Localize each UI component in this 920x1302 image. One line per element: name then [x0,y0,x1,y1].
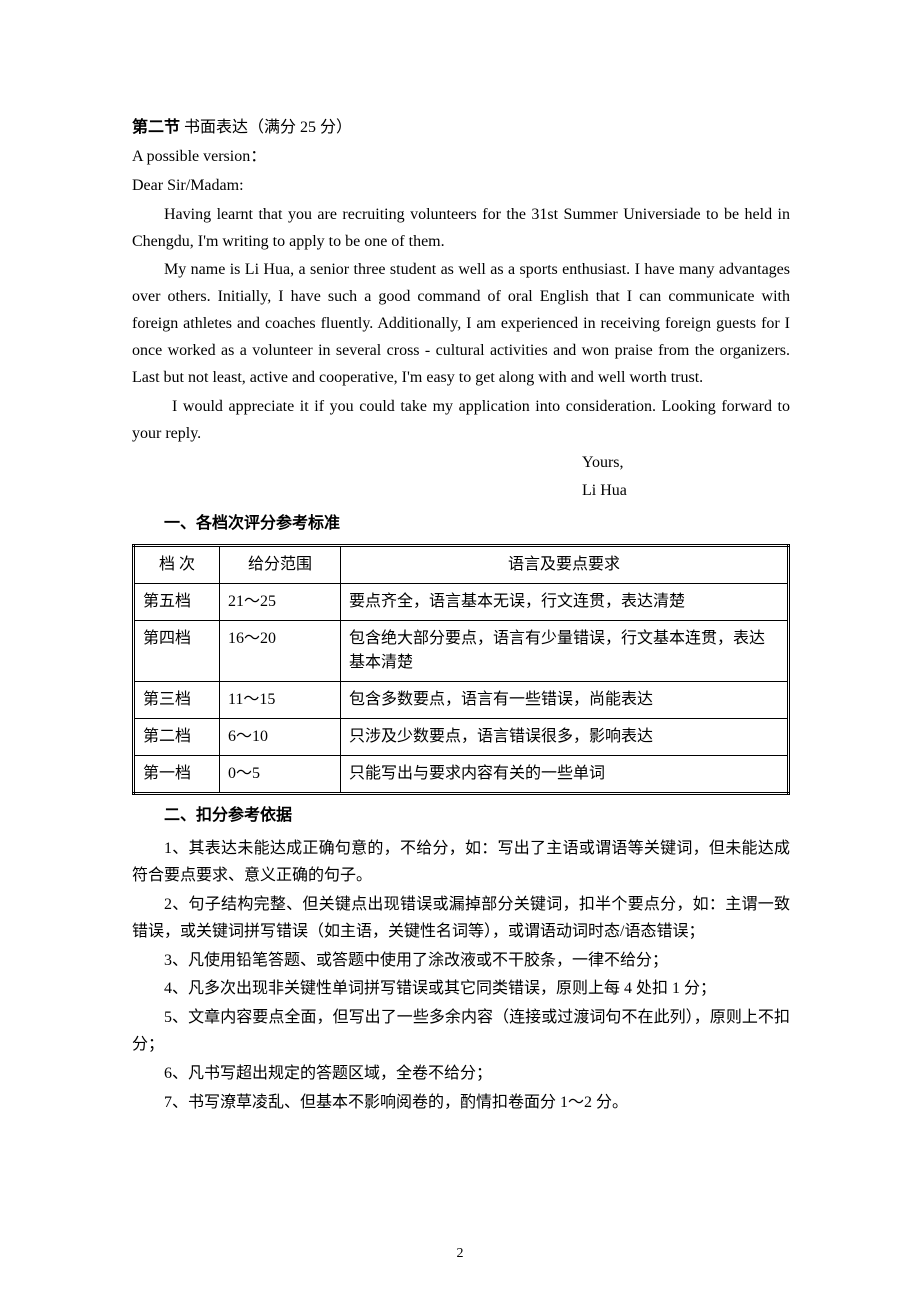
section-label-rest: 书面表达（满分 25 分） [180,119,352,136]
rubric-heading: 一、各档次评分参考标准 [132,511,790,538]
table-row: 第三档 11～15 包含多数要点，语言有一些错误，尚能表达 [134,682,789,719]
cell-req: 要点齐全，语言基本无误，行文连贯，表达清楚 [341,584,789,621]
deduction-heading: 二、扣分参考依据 [132,803,790,830]
cell-level: 第一档 [134,756,220,794]
letter-paragraph-2: My name is Li Hua, a senior three studen… [132,257,790,391]
document-page: 第二节 书面表达（满分 25 分） A possible version： De… [0,0,920,1169]
letter-paragraph-3: I would appreciate it if you could take … [132,394,790,448]
letter-signoff-yours: Yours, [132,450,790,477]
letter-signoff-name: Li Hua [132,478,790,505]
col-header-range: 给分范围 [220,546,341,584]
deduction-item-3: 3、凡使用铅笔答题、或答题中使用了涂改液或不干胶条，一律不给分； [132,948,790,975]
table-header-row: 档 次 给分范围 语言及要点要求 [134,546,789,584]
cell-level: 第三档 [134,682,220,719]
letter-salutation: Dear Sir/Madam: [132,173,790,200]
deduction-item-6: 6、凡书写超出规定的答题区域，全卷不给分； [132,1061,790,1088]
deduction-item-2: 2、句子结构完整、但关键点出现错误或漏掉部分关键词，扣半个要点分，如：主谓一致错… [132,892,790,946]
deduction-item-5: 5、文章内容要点全面，但写出了一些多余内容（连接或过渡词句不在此列），原则上不扣… [132,1005,790,1059]
cell-range: 11～15 [220,682,341,719]
section-header: 第二节 书面表达（满分 25 分） [132,115,790,142]
deduction-item-7: 7、书写潦草凌乱、但基本不影响阅卷的，酌情扣卷面分 1～2 分。 [132,1090,790,1117]
cell-range: 0～5 [220,756,341,794]
cell-req: 只涉及少数要点，语言错误很多，影响表达 [341,719,789,756]
table-row: 第四档 16～20 包含绝大部分要点，语言有少量错误，行文基本连贯，表达基本清楚 [134,621,789,682]
cell-level: 第二档 [134,719,220,756]
cell-range: 6～10 [220,719,341,756]
deduction-item-4: 4、凡多次出现非关键性单词拼写错误或其它同类错误，原则上每 4 处扣 1 分； [132,976,790,1003]
cell-req: 包含多数要点，语言有一些错误，尚能表达 [341,682,789,719]
section-label-bold: 第二节 [132,119,180,136]
cell-req: 只能写出与要求内容有关的一些单词 [341,756,789,794]
page-number: 2 [0,1246,920,1262]
cell-range: 16～20 [220,621,341,682]
col-header-level: 档 次 [134,546,220,584]
cell-level: 第四档 [134,621,220,682]
table-row: 第二档 6～10 只涉及少数要点，语言错误很多，影响表达 [134,719,789,756]
cell-range: 21～25 [220,584,341,621]
table-row: 第五档 21～25 要点齐全，语言基本无误，行文连贯，表达清楚 [134,584,789,621]
possible-version-label: A possible version： [132,144,790,171]
col-header-req: 语言及要点要求 [341,546,789,584]
table-row: 第一档 0～5 只能写出与要求内容有关的一些单词 [134,756,789,794]
cell-req: 包含绝大部分要点，语言有少量错误，行文基本连贯，表达基本清楚 [341,621,789,682]
rubric-table: 档 次 给分范围 语言及要点要求 第五档 21～25 要点齐全，语言基本无误，行… [132,544,790,795]
cell-level: 第五档 [134,584,220,621]
deduction-item-1: 1、其表达未能达成正确句意的，不给分，如：写出了主语或谓语等关键词，但未能达成符… [132,836,790,890]
letter-paragraph-1: Having learnt that you are recruiting vo… [132,202,790,256]
